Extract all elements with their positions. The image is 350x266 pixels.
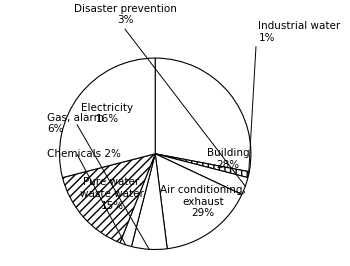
Wedge shape <box>155 154 248 194</box>
Text: Industrial water
1%: Industrial water 1% <box>259 21 341 43</box>
Text: Pure water,
waste water
15%: Pure water, waste water 15% <box>80 177 144 211</box>
Wedge shape <box>131 154 167 250</box>
Text: Chemicals 2%: Chemicals 2% <box>47 149 121 159</box>
Text: Building
28%: Building 28% <box>207 148 250 170</box>
Wedge shape <box>60 58 155 178</box>
Text: Gas, alarm
6%: Gas, alarm 6% <box>47 113 104 134</box>
Wedge shape <box>155 58 251 172</box>
Text: Air conditioning,
exhaust
29%: Air conditioning, exhaust 29% <box>160 185 246 218</box>
Wedge shape <box>155 154 249 178</box>
Text: Disaster prevention
3%: Disaster prevention 3% <box>74 4 176 25</box>
Wedge shape <box>63 154 155 243</box>
Wedge shape <box>155 154 242 249</box>
Wedge shape <box>120 154 155 247</box>
Text: Electricity
16%: Electricity 16% <box>81 103 133 124</box>
